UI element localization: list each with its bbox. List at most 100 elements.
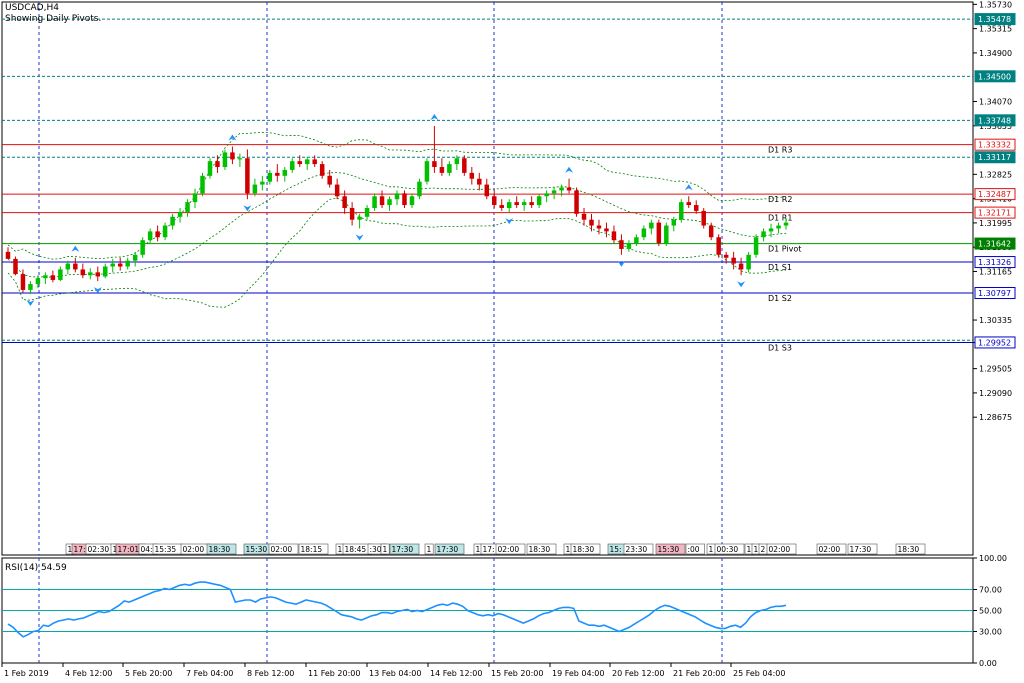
candle[interactable] (50, 270, 56, 283)
candle[interactable] (536, 194, 542, 208)
candle[interactable] (252, 178, 258, 197)
candle[interactable] (619, 234, 624, 255)
candle[interactable] (731, 251, 736, 270)
candle[interactable] (5, 247, 11, 259)
candle[interactable] (364, 205, 370, 220)
candle[interactable] (222, 149, 228, 170)
candle[interactable] (544, 190, 549, 203)
candle[interactable] (117, 257, 123, 271)
candle[interactable] (43, 272, 48, 285)
candle[interactable] (484, 178, 490, 200)
candle[interactable] (140, 237, 145, 258)
candle[interactable] (604, 222, 609, 238)
candle[interactable] (170, 213, 175, 230)
candle[interactable] (626, 240, 632, 252)
candle[interactable] (753, 234, 759, 258)
candle[interactable] (65, 260, 71, 275)
candle[interactable] (327, 169, 332, 188)
candle[interactable] (334, 178, 340, 200)
candle[interactable] (28, 281, 33, 295)
candle[interactable] (342, 190, 347, 214)
candle[interactable] (192, 188, 198, 208)
candle[interactable] (215, 155, 220, 173)
candle[interactable] (290, 158, 295, 173)
candle[interactable] (708, 222, 714, 241)
candle[interactable] (185, 199, 190, 217)
candle[interactable] (514, 196, 519, 208)
candle[interactable] (155, 225, 160, 242)
candle[interactable] (761, 228, 766, 242)
candle[interactable] (275, 164, 280, 182)
candle[interactable] (641, 225, 647, 241)
candle[interactable] (245, 149, 250, 200)
rsi-pane[interactable] (1, 557, 974, 664)
candle[interactable] (132, 251, 138, 267)
candle[interactable] (439, 158, 445, 176)
candle[interactable] (402, 190, 407, 208)
candle[interactable] (679, 199, 684, 223)
candle[interactable] (424, 158, 430, 185)
candle[interactable] (58, 266, 63, 282)
candle[interactable] (783, 217, 789, 230)
candle[interactable] (319, 161, 325, 179)
candle[interactable] (207, 158, 213, 179)
candle[interactable] (304, 157, 310, 170)
candle[interactable] (738, 257, 744, 276)
candle[interactable] (20, 269, 26, 293)
candle[interactable] (559, 184, 564, 197)
candle[interactable] (551, 187, 557, 200)
candle[interactable] (529, 196, 534, 208)
candle[interactable] (477, 172, 482, 191)
candle[interactable] (312, 155, 317, 168)
candle[interactable] (589, 213, 594, 232)
candle[interactable] (417, 178, 422, 200)
candle[interactable] (686, 196, 691, 208)
candle[interactable] (671, 216, 677, 232)
candle[interactable] (379, 190, 385, 208)
candle[interactable] (521, 199, 527, 211)
candle[interactable] (634, 234, 639, 247)
candle[interactable] (492, 190, 497, 208)
candle[interactable] (664, 222, 669, 247)
candle[interactable] (297, 155, 302, 168)
candle[interactable] (693, 200, 699, 214)
candle[interactable] (611, 225, 617, 244)
candle[interactable] (387, 196, 392, 211)
candle[interactable] (574, 187, 579, 217)
candle[interactable] (230, 146, 235, 165)
candle[interactable] (566, 178, 572, 194)
candle[interactable] (462, 155, 467, 176)
candle[interactable] (267, 169, 273, 185)
candle[interactable] (581, 207, 587, 226)
candle[interactable] (80, 263, 86, 279)
candle[interactable] (716, 234, 721, 258)
candle[interactable] (656, 219, 662, 247)
candle[interactable] (35, 275, 41, 289)
candle[interactable] (409, 193, 415, 208)
candle[interactable] (649, 219, 654, 235)
candle[interactable] (349, 202, 355, 226)
candle[interactable] (499, 199, 504, 211)
candle[interactable] (776, 222, 781, 234)
candle[interactable] (357, 213, 362, 229)
candle[interactable] (200, 172, 205, 197)
candle[interactable] (177, 207, 183, 223)
candle[interactable] (372, 193, 377, 211)
candle[interactable] (162, 222, 168, 241)
candle[interactable] (260, 175, 265, 191)
candle[interactable] (746, 251, 751, 273)
candle[interactable] (237, 153, 243, 168)
candle[interactable] (110, 258, 115, 273)
candle[interactable] (282, 167, 288, 182)
candle[interactable] (394, 190, 400, 206)
candle[interactable] (447, 161, 452, 176)
candle[interactable] (88, 268, 93, 280)
candle[interactable] (95, 266, 101, 282)
candle[interactable] (768, 223, 774, 238)
candle[interactable] (723, 251, 729, 264)
candle[interactable] (469, 167, 475, 185)
candle[interactable] (701, 207, 706, 229)
candle[interactable] (147, 228, 153, 244)
